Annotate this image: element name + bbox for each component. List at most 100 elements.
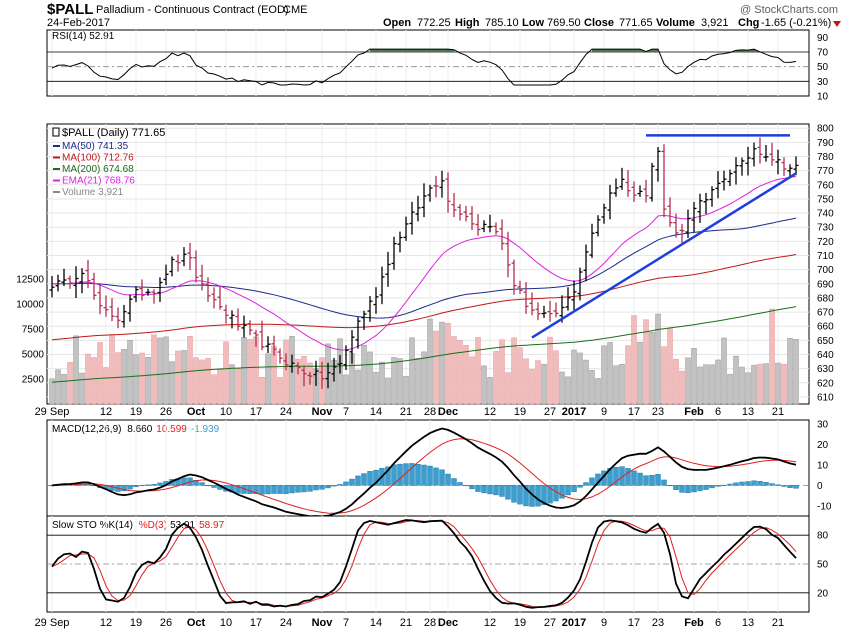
rsi-overbought-fill xyxy=(370,49,454,52)
high-label: High xyxy=(455,17,480,29)
rsi-panel: RSI(14) 52.91 90 70 50 30 10 xyxy=(46,29,829,103)
volume-bar xyxy=(523,358,529,405)
volume-bar xyxy=(625,345,631,405)
macd-histogram-bar xyxy=(583,482,589,486)
volume-bar xyxy=(235,368,241,405)
ohlc-bar xyxy=(277,348,283,364)
close-value: 771.65 xyxy=(619,17,653,29)
macd-histogram-bar xyxy=(487,485,493,495)
macd-histogram-bar xyxy=(781,485,787,487)
volume-bar xyxy=(763,363,769,405)
low-value: 769.50 xyxy=(547,17,581,29)
volume-value: 3,921 xyxy=(701,17,729,29)
x-axis-date-label: 13 xyxy=(742,617,754,629)
ohlc-bar xyxy=(505,231,511,278)
ohlc-bar xyxy=(565,287,571,311)
ohlc-bar xyxy=(49,276,55,298)
price-tick-label: 700 xyxy=(817,265,834,276)
macd-histogram-bar xyxy=(547,485,553,504)
x-axis-date-label: 21 xyxy=(772,406,784,418)
ohlc-bar xyxy=(265,336,271,353)
macd-histogram-bar xyxy=(721,484,727,486)
ohlc-bar xyxy=(169,256,175,277)
ohlc-bar xyxy=(421,183,427,218)
ohlc-bar xyxy=(493,222,499,235)
macd-histogram-bar xyxy=(139,485,145,487)
ohlc-bar xyxy=(703,192,709,215)
macd-histogram-bar xyxy=(637,472,643,486)
volume-bar xyxy=(139,352,145,405)
ohlc-bar xyxy=(271,335,277,356)
ohlc-bar xyxy=(697,193,703,223)
macd-histogram-bar xyxy=(343,481,349,486)
x-axis-date-label: 17 xyxy=(628,406,640,418)
macd-histogram-bar xyxy=(403,463,409,486)
macd-histogram-bar xyxy=(361,473,367,486)
volume-bar xyxy=(379,361,385,405)
volume-bar xyxy=(781,363,787,405)
ohlc-bar xyxy=(211,287,217,309)
macd-tick-label: 10 xyxy=(817,460,829,471)
volume-bar xyxy=(637,342,643,405)
chart-header: $PALL Palladium - Continuous Contract (E… xyxy=(47,1,841,29)
macd-histogram-bar xyxy=(769,483,775,486)
volume-bar xyxy=(745,372,751,405)
macd-histogram-bar xyxy=(577,485,583,488)
macd-histogram-bar xyxy=(709,485,715,489)
macd-histogram-bar xyxy=(481,485,487,494)
volume-bar xyxy=(565,376,571,405)
macd-label-macd: 8.660 xyxy=(127,424,152,435)
ohlc-bar xyxy=(295,362,301,375)
ohlc-bar xyxy=(253,329,259,347)
ohlc-bar xyxy=(157,277,163,303)
macd-histogram-bar xyxy=(523,485,529,507)
ohlc-bar xyxy=(127,294,133,322)
macd-tick-label: 20 xyxy=(817,440,829,451)
price-panel: 800 790 780 770 760 750 740 730 720 710 700 690 680 6… xyxy=(16,123,834,405)
volume-bar xyxy=(667,328,673,405)
sto-panel: Slow STO %K(14) %D(3) 53.91 58.97 80 50 20 xyxy=(46,515,829,613)
ohlc-bar xyxy=(403,216,409,241)
x-axis-date-label: 28 xyxy=(424,406,436,418)
ohlc-bar xyxy=(109,298,115,322)
ohlc-bar xyxy=(199,264,205,291)
macd-label-hist: -1.939 xyxy=(191,424,220,435)
ma100-legend-label: MA(100) 712.76 xyxy=(62,153,134,164)
volume-label: Volume xyxy=(656,17,695,29)
x-axis-date-label: 12 xyxy=(484,617,496,629)
volume-bar xyxy=(583,359,589,405)
price-tick-label: 620 xyxy=(817,378,834,389)
ohlc-bar xyxy=(739,157,745,176)
ohlc-bar xyxy=(337,354,343,374)
price-tick-label: 740 xyxy=(817,209,834,220)
x-axis-date-label: Feb xyxy=(684,617,704,629)
volume-bar xyxy=(553,350,559,405)
ohlc-bar xyxy=(115,307,121,329)
volume-bar xyxy=(481,365,487,405)
macd-histogram-bar xyxy=(649,475,655,486)
ohlc-bar xyxy=(433,175,439,198)
macd-histogram-bar xyxy=(655,474,661,486)
x-axis-date-label: 24 xyxy=(280,617,292,629)
volume-bar xyxy=(151,334,157,405)
macd-histogram-bar xyxy=(283,485,289,494)
volume-bar xyxy=(493,351,499,405)
macd-histogram-bar xyxy=(565,485,571,496)
macd-histogram-bar xyxy=(385,466,391,486)
volume-bar xyxy=(67,362,73,405)
macd-histogram-bar xyxy=(517,485,523,505)
price-tick-label: 780 xyxy=(817,152,834,163)
volume-bar xyxy=(259,377,265,405)
ohlc-bar xyxy=(73,266,79,299)
sto-tick-label: 50 xyxy=(817,560,829,571)
macd-tick-label: 0 xyxy=(817,481,823,492)
macd-histogram-bar xyxy=(253,485,259,494)
ohlc-bar xyxy=(763,144,769,162)
volume-bar xyxy=(703,364,709,405)
volume-bar xyxy=(643,319,649,405)
volume-bar xyxy=(721,337,727,405)
price-tick-label: 680 xyxy=(817,293,834,304)
volume-bar xyxy=(463,345,469,405)
macd-histogram-bar xyxy=(619,466,625,486)
macd-histogram-bar xyxy=(727,483,733,486)
